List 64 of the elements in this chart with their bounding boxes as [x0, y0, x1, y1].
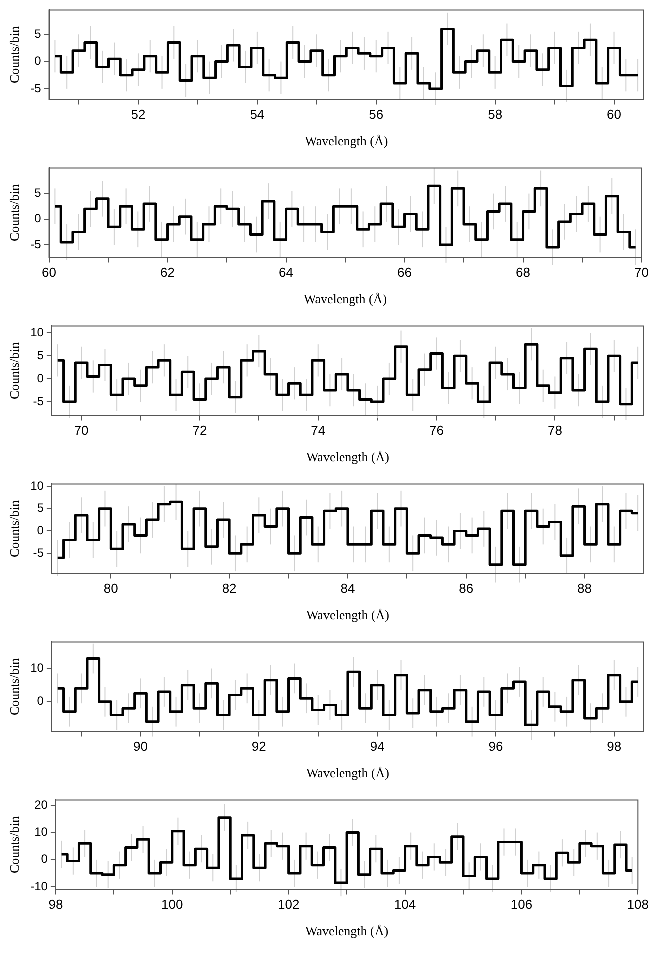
x-tick-label: 72: [192, 423, 208, 438]
x-tick-label: 62: [160, 265, 176, 280]
x-axis-title: Wavelength (Å): [306, 450, 390, 465]
y-axis-title: Counts/bin: [7, 184, 22, 242]
y-tick-label: 20: [34, 798, 48, 812]
y-tick-label: 5: [37, 501, 44, 516]
x-tick-label: 70: [634, 265, 650, 280]
x-tick-label: 86: [459, 581, 474, 596]
x-axis-title: Wavelength (Å): [306, 766, 390, 781]
x-axis-title: Wavelength (Å): [305, 134, 388, 149]
x-tick-label: 58: [488, 107, 503, 122]
y-tick-label: 0: [34, 212, 42, 226]
x-tick-label: 90: [134, 739, 148, 754]
y-tick-label: -5: [30, 81, 42, 96]
x-tick-label: 74: [311, 423, 326, 438]
x-tick-label: 54: [250, 107, 265, 122]
y-tick-label: 5: [34, 186, 42, 200]
y-axis-title: Counts/bin: [7, 342, 22, 400]
x-tick-label: 102: [278, 897, 300, 912]
y-tick-label: 5: [34, 26, 42, 41]
x-tick-label: 64: [279, 265, 294, 280]
x-tick-label: 100: [162, 897, 184, 912]
y-tick-label: 0: [37, 371, 44, 386]
x-tick-label: 60: [607, 107, 622, 122]
x-tick-label: 82: [222, 581, 237, 596]
x-tick-label: 98: [48, 897, 64, 912]
x-tick-label: 108: [627, 897, 650, 912]
y-tick-label: 0: [41, 852, 48, 866]
x-tick-label: 96: [488, 739, 504, 754]
y-tick-label: -10: [30, 879, 48, 894]
x-tick-label: 80: [104, 581, 118, 596]
x-axis-title: Wavelength (Å): [304, 292, 388, 307]
y-tick-label: -5: [33, 394, 44, 408]
x-tick-label: 76: [430, 423, 444, 438]
x-tick-label: 92: [252, 739, 266, 754]
y-tick-label: 10: [30, 478, 44, 493]
y-tick-label: 0: [34, 54, 42, 68]
x-axis-title: Wavelength (Å): [306, 924, 389, 939]
y-axis-title: Counts/bin: [7, 500, 22, 558]
x-tick-label: 106: [510, 897, 533, 912]
y-tick-label: 10: [30, 325, 44, 340]
y-axis-title: Counts/bin: [7, 658, 22, 716]
y-tick-label: 0: [37, 524, 44, 538]
y-tick-label: 0: [37, 694, 44, 708]
x-tick-label: 104: [394, 897, 416, 912]
x-tick-label: 94: [370, 739, 385, 754]
x-tick-label: 70: [74, 423, 89, 438]
x-tick-label: 66: [398, 265, 412, 280]
x-tick-label: 60: [42, 265, 57, 280]
x-tick-label: 68: [516, 265, 531, 280]
x-tick-label: 84: [340, 581, 356, 596]
x-tick-label: 52: [131, 107, 146, 122]
x-tick-label: 88: [578, 581, 592, 596]
x-tick-label: 56: [369, 107, 384, 122]
y-tick-label: 5: [37, 348, 44, 362]
y-axis-title: Counts/bin: [7, 816, 22, 874]
y-tick-label: 10: [30, 661, 44, 676]
x-tick-label: 98: [607, 739, 622, 754]
y-tick-label: -5: [33, 546, 44, 560]
y-axis-title: Counts/bin: [7, 26, 22, 84]
y-tick-label: 10: [34, 825, 48, 840]
x-axis-title: Wavelength (Å): [306, 608, 390, 623]
x-tick-label: 78: [548, 423, 562, 438]
y-tick-label: -5: [30, 237, 42, 252]
